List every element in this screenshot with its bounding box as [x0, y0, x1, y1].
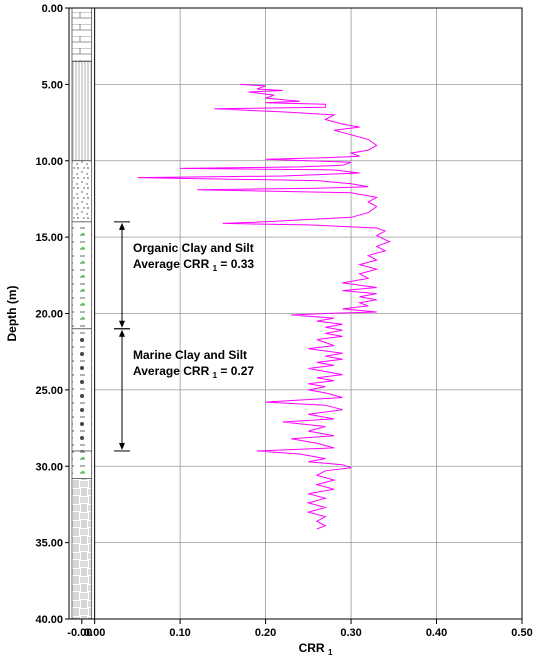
y-tick-label: 10.00: [35, 156, 63, 168]
x-tick-label-soil: -0.00: [67, 627, 92, 639]
axes: 0.00 0.10 0.20 0.30 0.40 0.50-0.000.005.0010.…: [5, 3, 533, 657]
x-tick-label: 0.10: [169, 627, 190, 639]
x-tick-label: 0.50: [511, 627, 532, 639]
y-tick-label: 15.00: [35, 232, 63, 244]
range-arrow-head-top: [119, 329, 125, 337]
annotations: Organic Clay and Silt Average CRR 1 = 0.3…: [114, 221, 254, 452]
y-tick-label: 20.00: [35, 309, 63, 321]
crr-series-line: [137, 83, 391, 530]
y-tick-label: 5.00: [42, 79, 63, 91]
y-tick-label: 0.00: [42, 3, 63, 15]
annotation-average: Average CRR 1 = 0.27: [133, 364, 254, 380]
soil-layer-organic: [71, 450, 93, 479]
x-tick-label: 0.00: [84, 627, 105, 639]
soil-layer-marine: [71, 328, 93, 452]
range-arrow-head-bottom: [119, 442, 125, 450]
y-tick-label: 30.00: [35, 461, 63, 473]
annotation-title: Organic Clay and Silt: [133, 241, 254, 255]
soil-layer-vertical-lines: [71, 61, 93, 162]
annotation-average: Average CRR 1 = 0.33: [133, 257, 254, 273]
y-tick-label: 35.00: [35, 538, 63, 550]
x-axis-title: CRR 1: [299, 641, 333, 657]
series-group: [137, 83, 391, 530]
x-tick-label: 0.40: [426, 627, 447, 639]
y-tick-label: 40.00: [35, 614, 63, 626]
annotation-title: Marine Clay and Silt: [133, 348, 247, 362]
soil-layer-organic: [71, 221, 93, 330]
soil-column: [71, 7, 93, 620]
soil-layer-sand: [71, 160, 93, 223]
y-axis-title: Depth (m): [5, 286, 19, 342]
soil-layer-crosshatch: [71, 478, 93, 620]
x-tick-label: 0.20: [255, 627, 276, 639]
soil-layer-brick: [71, 7, 93, 62]
y-tick-label: 25.00: [35, 385, 63, 397]
x-tick-label: 0.30: [340, 627, 361, 639]
range-arrow-head-top: [119, 222, 125, 230]
range-arrow-head-bottom: [119, 320, 125, 328]
grid: [94, 8, 522, 619]
